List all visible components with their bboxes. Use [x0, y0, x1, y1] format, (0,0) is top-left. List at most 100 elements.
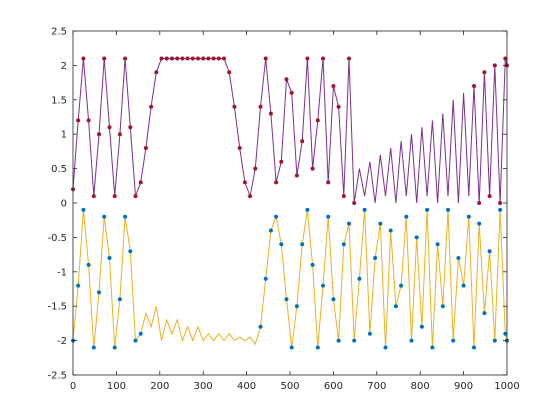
series-1-point [284, 77, 289, 82]
y-tick-label: -1.5 [47, 302, 67, 313]
y-tick-label: 2.5 [51, 27, 67, 38]
series-3-point [430, 345, 435, 350]
series-1-point [201, 56, 206, 61]
series-3-point [472, 345, 476, 350]
series-3-point [357, 276, 362, 281]
series-3-point [440, 304, 445, 309]
series-3-point [128, 249, 133, 254]
series-3-point [76, 283, 81, 288]
series-1-point [347, 56, 351, 61]
series-1-point [190, 56, 195, 61]
x-tick-label: 200 [150, 381, 169, 392]
series-3-point [81, 207, 86, 212]
series-3-point [347, 221, 351, 226]
axes: 0 100 200 300 400 500 600 700 800 900 1000 2.5 2 1.5 1… [47, 27, 519, 393]
series-3-point [388, 228, 393, 233]
series-1-point [86, 118, 91, 123]
series-3-point [326, 214, 331, 219]
series-1-point [315, 118, 320, 123]
x-tick-label: 900 [454, 381, 473, 392]
x-tick-label: 500 [280, 381, 299, 392]
series-1-point [341, 194, 346, 199]
series-3-point [133, 338, 138, 343]
series-1-point [279, 159, 284, 164]
y-tick-label: -0.5 [47, 233, 67, 244]
series-1-point [123, 56, 128, 61]
series-1-point [185, 56, 190, 61]
series-1-point [352, 201, 357, 205]
series-1-point [498, 201, 503, 205]
series-3-point [91, 345, 96, 350]
series-1-point [112, 194, 117, 199]
series-1-point [170, 56, 174, 61]
series-1-point [294, 173, 299, 178]
series-3-point [373, 256, 378, 260]
series-3-point [279, 242, 284, 247]
series-3-point [263, 276, 268, 281]
series-3-point [446, 207, 450, 212]
y-tick-label: 0 [61, 199, 67, 210]
series-3-point [414, 235, 419, 240]
series-3-point [341, 242, 346, 247]
series-3-point [492, 338, 497, 343]
series-1-point [232, 104, 237, 109]
series-1-point [76, 118, 81, 123]
series-3-point [336, 338, 341, 343]
series-3-point [107, 256, 112, 260]
series-3-point [487, 249, 492, 254]
series-3-point [86, 262, 91, 267]
series-1-point [248, 194, 253, 199]
series-1-point [326, 180, 331, 185]
series-1-point [503, 56, 508, 61]
series-3-point [294, 304, 299, 309]
series-1-point [154, 70, 159, 75]
x-tick-label: 100 [107, 381, 126, 392]
series-1-point [237, 146, 242, 150]
series-3-point [399, 283, 404, 288]
series-3-point [461, 283, 466, 288]
series-3-point [451, 338, 456, 343]
series-3-point [378, 221, 383, 226]
series-3-point [456, 256, 461, 260]
series-1-point [492, 63, 497, 68]
series-1-point [321, 56, 325, 61]
series-1-point [472, 84, 476, 88]
y-tick-label: 0.5 [51, 164, 67, 175]
series-1-point [216, 56, 221, 61]
series-3-point [138, 331, 143, 336]
series-3-point [503, 331, 508, 336]
series-3-point [274, 214, 279, 219]
x-tick-label: 700 [367, 381, 386, 392]
series-1-point [206, 56, 211, 61]
series-3-point [284, 297, 289, 302]
series-3-point [117, 297, 122, 302]
series-3-point [362, 207, 367, 212]
series-3-point [352, 338, 357, 343]
series-1-point [487, 194, 492, 199]
series-3-point [300, 242, 305, 247]
series-3-point [425, 207, 430, 212]
series-3-point [419, 324, 424, 329]
series-1-point [482, 70, 487, 75]
series-3-point [393, 304, 398, 309]
series-1-point [227, 70, 232, 75]
series-3-point [321, 283, 325, 288]
x-tick-label: 1000 [494, 381, 519, 392]
series-1-point [143, 146, 148, 150]
series-1-point [81, 56, 86, 61]
series-1-point [310, 166, 315, 171]
x-tick-label: 300 [194, 381, 213, 392]
series-3-point [404, 214, 409, 219]
plot-area [71, 56, 509, 350]
series-1-point [477, 201, 482, 205]
series-1-point [305, 56, 310, 61]
series-1-point [300, 139, 305, 144]
y-tick-label: -1 [57, 267, 67, 278]
series-3-point [97, 290, 101, 295]
series-3-point [482, 311, 487, 316]
series-1-point [149, 104, 154, 109]
x-tick-label: 0 [70, 381, 76, 392]
series-1-point [164, 56, 169, 61]
series-3-point [258, 324, 263, 329]
series-3-point [112, 345, 117, 350]
